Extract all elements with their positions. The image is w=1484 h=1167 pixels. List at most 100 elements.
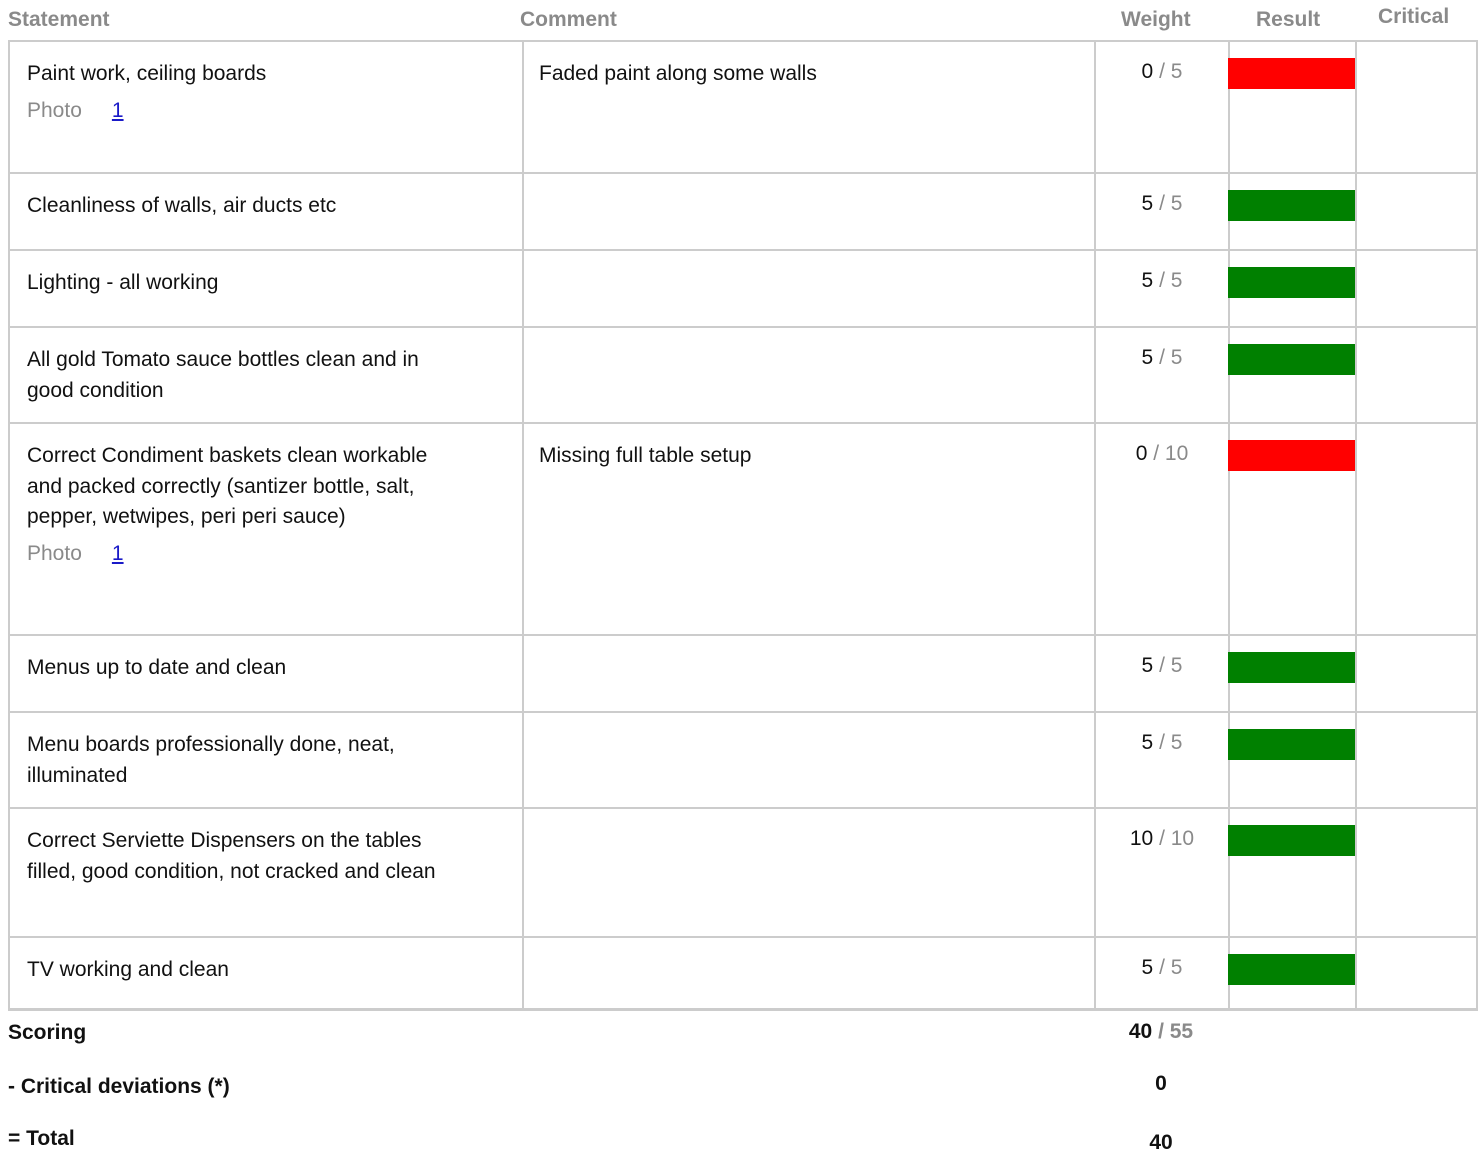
weight-cell: 5 / 5 xyxy=(1094,713,1228,807)
statement-label: Correct Serviette Dispensers on the tabl… xyxy=(27,829,436,883)
scoring-max: 55 xyxy=(1169,1020,1194,1043)
statement-label: Menu boards professionally done, neat, i… xyxy=(27,733,395,787)
comment-cell xyxy=(522,809,1094,936)
statement-cell: Paint work, ceiling boards Photo 1 xyxy=(10,42,522,172)
critical-cell xyxy=(1355,328,1476,422)
result-pass-bar xyxy=(1228,267,1357,298)
inspection-table: Paint work, ceiling boards Photo 1 Faded pa… xyxy=(8,40,1478,1011)
critical-deviations-value: 0 xyxy=(1155,1072,1167,1095)
weight-separator: / xyxy=(1153,956,1171,979)
weight-score: 5 xyxy=(1141,269,1154,292)
table-row: Menu boards professionally done, neat, i… xyxy=(10,711,1476,807)
statement-label: Paint work, ceiling boards xyxy=(27,62,267,85)
weight-score: 0 xyxy=(1141,60,1154,83)
weight-separator: / xyxy=(1153,269,1171,292)
comment-cell xyxy=(522,174,1094,249)
scoring-value: 40 / 55 xyxy=(1094,1020,1228,1044)
scoring-score: 40 xyxy=(1128,1020,1153,1043)
comment-cell xyxy=(522,713,1094,807)
weight-value: 5 / 5 xyxy=(1096,728,1228,758)
statement-label: Correct Condiment baskets clean workable… xyxy=(27,444,428,528)
photo-link[interactable]: 1 xyxy=(111,98,124,122)
weight-score: 5 xyxy=(1141,654,1154,677)
statement-text: Lighting - all working xyxy=(27,268,467,299)
weight-max: 5 xyxy=(1170,192,1183,215)
table-row: Cleanliness of walls, air ducts etc 5 / 5 xyxy=(10,172,1476,249)
table-row: TV working and clean 5 / 5 xyxy=(10,936,1476,1008)
result-pass-bar xyxy=(1228,729,1357,760)
weight-separator: / xyxy=(1153,827,1171,850)
total-label: = Total xyxy=(8,1127,75,1150)
result-cell xyxy=(1228,938,1357,1008)
result-pass-bar xyxy=(1228,190,1357,221)
result-fail-bar xyxy=(1228,440,1357,471)
weight-cell: 5 / 5 xyxy=(1094,636,1228,711)
weight-value: 5 / 5 xyxy=(1096,343,1228,373)
critical-cell xyxy=(1355,251,1476,326)
statement-cell: Correct Serviette Dispensers on the tabl… xyxy=(10,809,522,936)
photo-link[interactable]: 1 xyxy=(111,541,124,565)
statement-text: Paint work, ceiling boards Photo 1 xyxy=(27,59,467,126)
statement-text: TV working and clean xyxy=(27,955,467,986)
table-row: Paint work, ceiling boards Photo 1 Faded pa… xyxy=(10,42,1476,172)
statement-label: Cleanliness of walls, air ducts etc xyxy=(27,194,337,217)
scoring-separator: / xyxy=(1152,1020,1170,1043)
critical-cell xyxy=(1355,938,1476,1008)
critical-cell xyxy=(1355,809,1476,936)
result-pass-bar xyxy=(1228,652,1357,683)
photo-line: Photo 1 xyxy=(27,96,467,126)
weight-max: 5 xyxy=(1170,956,1183,979)
weight-score: 5 xyxy=(1141,346,1154,369)
photo-label: Photo xyxy=(27,541,82,565)
result-cell xyxy=(1228,713,1357,807)
result-cell xyxy=(1228,251,1357,326)
weight-value: 0 / 5 xyxy=(1096,57,1228,87)
statement-label: TV working and clean xyxy=(27,958,229,981)
statement-text: Cleanliness of walls, air ducts etc xyxy=(27,191,467,222)
result-cell xyxy=(1228,42,1357,172)
comment-text: Missing full table setup xyxy=(539,444,752,467)
weight-cell: 0 / 5 xyxy=(1094,42,1228,172)
weight-max: 10 xyxy=(1164,442,1189,465)
weight-value: 5 / 5 xyxy=(1096,266,1228,296)
result-pass-bar xyxy=(1228,344,1357,375)
comment-cell: Missing full table setup xyxy=(522,424,1094,634)
weight-max: 5 xyxy=(1170,731,1183,754)
weight-separator: / xyxy=(1153,60,1171,83)
statement-cell: All gold Tomato sauce bottles clean and … xyxy=(10,328,522,422)
statement-text: Menus up to date and clean xyxy=(27,653,467,684)
result-pass-bar xyxy=(1228,825,1357,856)
weight-cell: 5 / 5 xyxy=(1094,174,1228,249)
statement-label: All gold Tomato sauce bottles clean and … xyxy=(27,348,419,402)
result-pass-bar xyxy=(1228,954,1357,985)
comment-cell xyxy=(522,328,1094,422)
weight-score: 5 xyxy=(1141,731,1154,754)
weight-max: 10 xyxy=(1170,827,1195,850)
weight-max: 5 xyxy=(1170,269,1183,292)
critical-cell xyxy=(1355,174,1476,249)
comment-cell xyxy=(522,938,1094,1008)
photo-label: Photo xyxy=(27,98,82,122)
weight-value: 0 / 10 xyxy=(1096,439,1228,469)
weight-separator: / xyxy=(1153,731,1171,754)
statement-cell: Lighting - all working xyxy=(10,251,522,326)
statement-text: Menu boards professionally done, neat, i… xyxy=(27,730,467,791)
weight-score: 10 xyxy=(1129,827,1154,850)
weight-cell: 5 / 5 xyxy=(1094,328,1228,422)
total-value: 40 xyxy=(1149,1131,1173,1154)
weight-separator: / xyxy=(1153,192,1171,215)
statement-cell: Correct Condiment baskets clean workable… xyxy=(10,424,522,634)
result-cell xyxy=(1228,328,1357,422)
weight-cell: 5 / 5 xyxy=(1094,251,1228,326)
header-critical: Critical xyxy=(1378,5,1450,28)
weight-max: 5 xyxy=(1170,60,1183,83)
weight-score: 5 xyxy=(1141,192,1154,215)
header-comment: Comment xyxy=(520,8,617,31)
statement-text: All gold Tomato sauce bottles clean and … xyxy=(27,345,467,406)
statement-cell: Menu boards professionally done, neat, i… xyxy=(10,713,522,807)
statement-cell: TV working and clean xyxy=(10,938,522,1008)
statement-text: Correct Condiment baskets clean workable… xyxy=(27,441,467,569)
critical-cell xyxy=(1355,636,1476,711)
weight-cell: 0 / 10 xyxy=(1094,424,1228,634)
result-cell xyxy=(1228,636,1357,711)
